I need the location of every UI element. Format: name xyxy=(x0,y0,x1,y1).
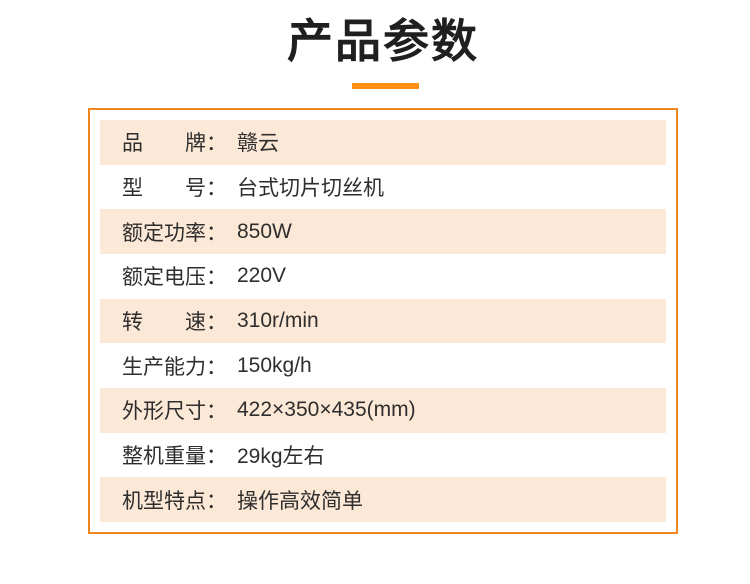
page-title: 产品参数 xyxy=(287,15,479,67)
spec-label-rated-voltage: 额定电压： xyxy=(122,266,227,290)
spec-row-rated-power: 额定功率： 850W xyxy=(100,209,666,255)
spec-row-weight: 整机重量： 29kg左右 xyxy=(100,432,666,478)
spec-row-dimensions: 外形尺寸： 422×350×435(mm) xyxy=(100,388,666,433)
spec-value-rated-power: 850W xyxy=(237,219,292,243)
spec-value-model: 台式切片切丝机 xyxy=(237,177,384,200)
spec-label-dimensions: 外形尺寸： xyxy=(122,400,227,424)
spec-value-weight: 29kg左右 xyxy=(237,445,325,469)
spec-label-rated-power: 额定功率： xyxy=(122,221,227,245)
spec-row-model: 型 号： 台式切片切丝机 xyxy=(100,164,666,210)
spec-value-dimensions: 422×350×435(mm) xyxy=(237,398,416,422)
spec-label-weight: 整机重量： xyxy=(122,445,227,469)
spec-value-features: 操作高效简单 xyxy=(237,489,363,513)
title-underline-bar xyxy=(352,83,419,89)
spec-table: 品 牌： 赣云 型 号： 台式切片切丝机 额定功率： 850W 额定电压： 22… xyxy=(88,108,678,534)
spec-value-rated-voltage: 220V xyxy=(237,264,287,288)
spec-row-speed: 转 速： 310r/min xyxy=(100,298,666,344)
spec-label-brand: 品 牌： xyxy=(122,132,227,156)
spec-label-model: 型 号： xyxy=(122,177,227,200)
spec-value-speed: 310r/min xyxy=(237,309,319,333)
spec-value-capacity: 150kg/h xyxy=(237,353,312,377)
spec-row-features: 机型特点： 操作高效简单 xyxy=(100,477,666,523)
spec-value-brand: 赣云 xyxy=(237,132,279,156)
spec-label-features: 机型特点： xyxy=(122,489,227,513)
spec-row-rated-voltage: 额定电压： 220V xyxy=(100,254,666,299)
spec-label-speed: 转 速： xyxy=(122,311,227,335)
spec-row-capacity: 生产能力： 150kg/h xyxy=(100,343,666,389)
spec-label-capacity: 生产能力： xyxy=(122,355,227,379)
spec-row-brand: 品 牌： 赣云 xyxy=(100,120,666,165)
